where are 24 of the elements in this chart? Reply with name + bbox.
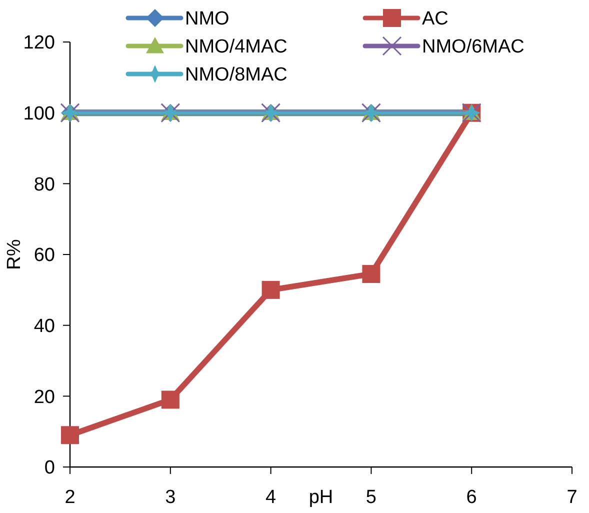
x-tick-label: 7 xyxy=(566,487,578,508)
legend-label: NMO/4MAC xyxy=(185,36,288,58)
legend-label: AC xyxy=(422,8,448,30)
point xyxy=(61,426,79,444)
legend-label: NMO/8MAC xyxy=(185,64,288,86)
y-tick-label: 60 xyxy=(34,245,55,266)
point xyxy=(161,390,180,409)
x-tick-label: 2 xyxy=(64,487,76,508)
y-axis-title: R% xyxy=(4,239,25,270)
y-tick-label: 100 xyxy=(23,103,55,124)
y-tick-label: 20 xyxy=(34,386,55,408)
x-axis-title: pH xyxy=(308,487,334,508)
legend-label: NMO xyxy=(185,8,230,30)
y-tick-label: 80 xyxy=(34,174,55,196)
x-tick-label: 5 xyxy=(366,487,376,508)
point xyxy=(362,264,380,283)
point xyxy=(262,280,280,299)
legend-label: NMO/6MAC xyxy=(422,36,524,58)
y-tick-label: 40 xyxy=(34,316,55,337)
x-tick-label: 4 xyxy=(266,487,277,508)
x-tick-label: 3 xyxy=(165,487,176,508)
x-tick-label: 6 xyxy=(466,487,477,508)
y-tick-label: 0 xyxy=(44,458,55,479)
y-tick-label: 120 xyxy=(23,32,55,54)
